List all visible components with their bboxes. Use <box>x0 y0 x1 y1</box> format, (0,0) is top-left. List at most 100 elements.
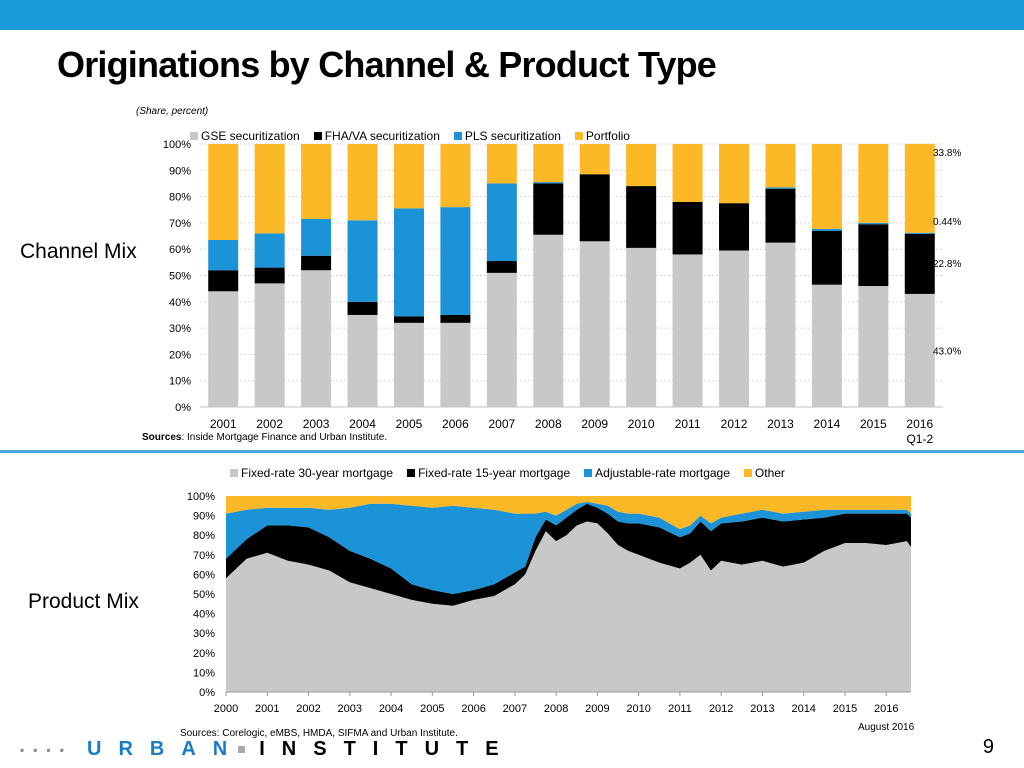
x-tick-label: 2007 <box>488 417 515 431</box>
bar-gse-securitization <box>672 254 703 407</box>
bar-pls-securitization <box>393 208 424 317</box>
x-tick-label: 2005 <box>396 417 423 431</box>
logo-separator <box>238 746 246 753</box>
x-tick-label: 2003 <box>338 703 362 715</box>
x-tick-label: 2014 <box>791 703 815 715</box>
x-tick-label: 2008 <box>544 703 568 715</box>
x-tick-label: 2016 <box>906 417 933 431</box>
legend-swatch <box>407 469 416 477</box>
legend-fha-va-securitization: FHA/VA securitization <box>313 129 440 143</box>
y-tick-label: 40% <box>193 609 215 621</box>
x-tick-label: 2002 <box>296 703 320 715</box>
x-tick-label: 2013 <box>767 417 794 431</box>
bar-fha-va-securitization <box>208 270 239 292</box>
channel-source: Sources: Inside Mortgage Finance and Urb… <box>142 432 388 443</box>
bar-gse-securitization <box>858 286 889 407</box>
data-label: 43.0% <box>933 346 961 357</box>
bar-gse-securitization <box>811 284 842 407</box>
logo-institute: INSTITUTE <box>259 738 516 760</box>
x-tick-label: 2016 <box>874 703 898 715</box>
y-tick-label: 100% <box>163 139 191 151</box>
bar-pls-securitization <box>440 207 471 315</box>
legend-swatch <box>584 469 593 477</box>
legend-swatch <box>230 469 238 477</box>
product-legend: Fixed-rate 30-year mortgage Fixed-rate 15… <box>230 466 785 480</box>
y-tick-label: 30% <box>169 323 191 335</box>
y-tick-label: 80% <box>193 530 215 542</box>
x-tick-label: 2001 <box>255 703 279 715</box>
legend-swatch <box>313 132 322 140</box>
y-tick-label: 30% <box>193 628 215 640</box>
legend-swatch <box>743 469 752 477</box>
bar-portfolio <box>858 144 889 223</box>
bar-pls-securitization <box>254 233 285 268</box>
legend-pls-securitization: PLS securitization <box>453 129 561 143</box>
legend-label: Fixed-rate 15-year mortgage <box>418 466 571 480</box>
y-tick-label: 60% <box>169 244 191 256</box>
bar-pls-securitization <box>486 183 517 262</box>
bar-portfolio <box>533 144 564 183</box>
x-tick-label: 2004 <box>349 417 376 431</box>
legend-swatch <box>453 132 462 140</box>
legend-gse-securitization: GSE securitization <box>190 129 300 143</box>
bar-fha-va-securitization <box>858 224 889 287</box>
y-tick-label: 100% <box>187 491 215 503</box>
area-adjustable-rate-mortgage <box>226 501 911 594</box>
y-tick-label: 60% <box>193 569 215 581</box>
data-label: 0.44% <box>933 217 961 228</box>
bar-fha-va-securitization <box>579 174 610 242</box>
y-tick-label: 90% <box>193 511 215 523</box>
bar-fha-va-securitization <box>301 255 332 271</box>
area-fixed-rate-30-year-mortgage <box>226 521 911 692</box>
bar-fha-va-securitization <box>440 314 471 323</box>
area-other <box>226 496 911 530</box>
bar-portfolio <box>486 144 517 184</box>
x-tick-label: 2000 <box>214 703 238 715</box>
bar-portfolio <box>393 144 424 209</box>
bar-pls-securitization <box>765 187 796 189</box>
legend-label: PLS securitization <box>464 129 561 143</box>
legend-label: Other <box>754 466 785 480</box>
bar-fha-va-securitization <box>347 301 378 315</box>
x-tick-label: 2008 <box>535 417 562 431</box>
data-label: 22.8% <box>933 259 961 270</box>
bar-fha-va-securitization <box>904 233 935 294</box>
bar-gse-securitization <box>626 247 657 407</box>
y-tick-label: 70% <box>169 218 191 230</box>
bar-portfolio <box>765 144 796 188</box>
bar-pls-securitization <box>811 228 842 231</box>
x-tick-label: 2009 <box>585 703 609 715</box>
y-tick-label: 70% <box>193 550 215 562</box>
top-accent-bar <box>0 0 1024 30</box>
x-tick-label: 2011 <box>668 703 692 715</box>
legend-label: FHA/VA securitization <box>324 129 440 143</box>
bar-portfolio <box>440 144 471 208</box>
x-tick-label: 2006 <box>442 417 469 431</box>
bar-portfolio <box>579 144 610 175</box>
chart-subtitle: (Share, percent) <box>136 106 209 117</box>
bar-fha-va-securitization <box>626 186 657 248</box>
legend-label: Fixed-rate 30-year mortgage <box>241 466 394 480</box>
page-number: 9 <box>982 736 994 758</box>
y-tick-label: 0% <box>199 687 215 699</box>
page-title: Originations by Channel & Product Type <box>57 44 717 85</box>
channel-legend: GSE securitization FHA/VA securitization P… <box>190 129 630 143</box>
bar-pls-securitization <box>347 220 378 302</box>
product-mix-label: Product Mix <box>28 590 139 613</box>
bar-gse-securitization <box>254 283 285 407</box>
y-tick-label: 80% <box>169 192 191 204</box>
x-tick-label: 2015 <box>833 703 857 715</box>
bar-gse-securitization <box>440 322 471 407</box>
legend-swatch <box>574 132 583 140</box>
y-tick-label: 50% <box>169 271 191 283</box>
bar-pls-securitization <box>301 218 332 256</box>
bar-fha-va-securitization <box>254 267 285 284</box>
product-date-note: August 2016 <box>858 722 915 733</box>
legend-adjustable-rate-mortgage: Adjustable-rate mortgage <box>584 466 730 480</box>
bar-fha-va-securitization <box>719 203 750 251</box>
x-tick-label: 2012 <box>721 417 748 431</box>
x-tick-label: 2009 <box>581 417 608 431</box>
x-tick-label: 2013 <box>750 703 774 715</box>
bar-portfolio <box>208 144 239 240</box>
bar-fha-va-securitization <box>811 230 842 285</box>
